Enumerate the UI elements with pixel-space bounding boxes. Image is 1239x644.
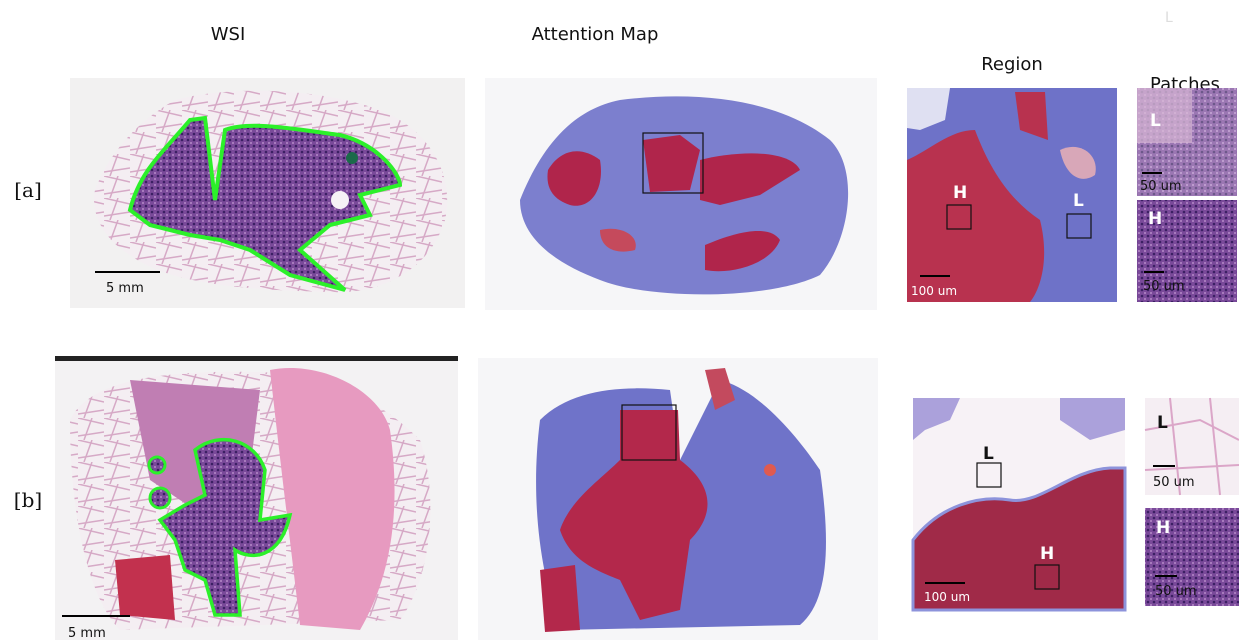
corner-mark: L — [1165, 10, 1173, 26]
region-mark: L — [983, 444, 994, 464]
scale-label: 5 mm — [106, 281, 144, 296]
region-image — [911, 398, 1127, 612]
region-mark: H — [1040, 544, 1054, 564]
scale-label: 100 um — [924, 590, 970, 604]
row-label: [a] — [14, 178, 42, 202]
region-mark: L — [1073, 191, 1084, 211]
attention-map — [485, 78, 877, 310]
patch-image — [1137, 88, 1237, 302]
patch-mark: H — [1148, 209, 1162, 229]
scale-label: 50 um — [1153, 475, 1195, 490]
column-header: Region — [981, 54, 1043, 75]
scale-label: 50 um — [1155, 584, 1197, 599]
patch-image — [1144, 397, 1239, 606]
patch-mark: H — [1156, 518, 1170, 538]
attention-map — [478, 358, 878, 640]
column-header: Attention Map — [532, 24, 659, 45]
scale-label: 50 um — [1140, 179, 1182, 194]
patch-mark: L — [1150, 111, 1161, 131]
column-header: WSI — [211, 24, 246, 45]
region-image — [907, 88, 1117, 302]
row-label: [b] — [14, 488, 42, 512]
wsi-image — [55, 356, 458, 640]
region-mark: H — [953, 183, 967, 203]
scale-label: 100 um — [911, 284, 957, 298]
scale-label: 5 mm — [68, 626, 106, 641]
patch-mark: L — [1157, 413, 1168, 433]
wsi-image — [70, 78, 465, 308]
scale-label: 50 um — [1143, 279, 1185, 294]
